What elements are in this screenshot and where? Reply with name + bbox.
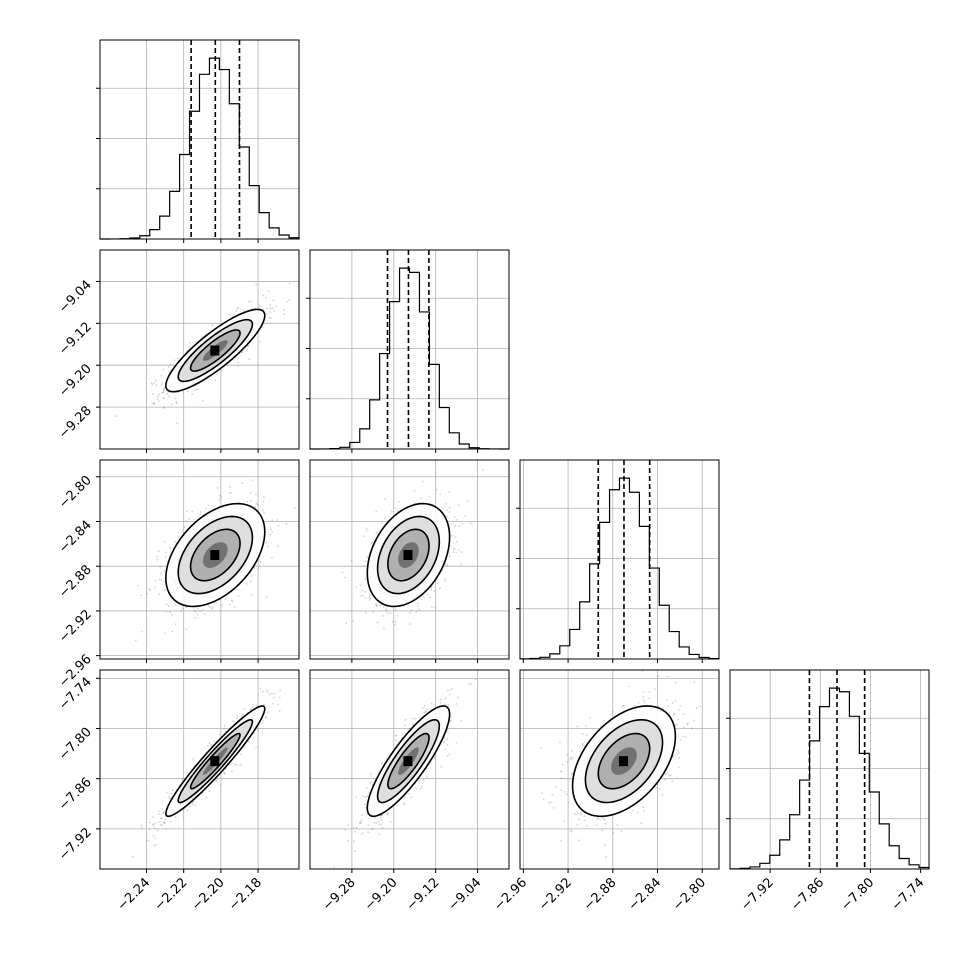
x-tick-label: −9.04 <box>446 875 485 914</box>
x-tick-label: −2.20 <box>189 875 228 914</box>
y-tick-label: −2.80 <box>56 473 95 512</box>
histogram-panel-0 <box>96 39 300 243</box>
contour-2 <box>189 329 241 372</box>
contour-2 <box>189 732 241 790</box>
panel-frame <box>99 669 300 870</box>
histogram-panel-1 <box>306 249 510 453</box>
x-tick-label: −7.74 <box>889 875 928 914</box>
panel-frame <box>309 249 510 450</box>
y-tick-label: −2.92 <box>56 607 95 646</box>
density-peak <box>403 756 413 767</box>
scatter-panel-2-0: −2.96−2.92−2.88−2.84−2.80 <box>56 459 300 691</box>
contour-2 <box>387 732 430 790</box>
x-tick-label: −7.92 <box>738 875 777 914</box>
contour-0 <box>165 308 266 393</box>
scatter-panel-3-2: −2.96 −2.92 −2.88 −2.84 −2.80 <box>491 669 720 914</box>
contour-0 <box>165 502 266 608</box>
x-tick-label: −2.22 <box>152 875 191 914</box>
panel-frame <box>309 669 510 870</box>
contour-1 <box>376 515 441 595</box>
y-tick-label: −7.86 <box>56 775 95 814</box>
x-tick-label: −2.88 <box>581 875 620 914</box>
panel-frame <box>99 249 300 450</box>
x-tick-label: −2.92 <box>536 875 575 914</box>
panel-frame <box>519 669 720 870</box>
contour-1 <box>177 718 254 804</box>
scatter-panel-2-1 <box>309 459 510 663</box>
panel-frame <box>99 39 300 240</box>
panel-frame <box>729 669 930 870</box>
x-tick-label: −9.28 <box>320 875 359 914</box>
contour-1 <box>584 718 664 804</box>
scatter-panel-3-0: −7.92−7.86−7.80−7.74−2.24−2.22−2.20−2.18 <box>56 669 300 914</box>
contour-0 <box>366 502 451 608</box>
contour-2 <box>189 528 241 582</box>
contour-0 <box>165 705 266 818</box>
contour-0 <box>366 705 451 818</box>
scatter-panel-1-0: −9.28−9.20−9.12−9.04 <box>56 249 300 453</box>
histogram-step-0 <box>99 57 300 240</box>
y-tick-label: −2.88 <box>56 562 95 601</box>
x-tick-label: −2.18 <box>226 875 265 914</box>
y-tick-label: −9.20 <box>56 361 95 400</box>
panel-frame <box>519 459 720 660</box>
histogram-step-2 <box>519 477 720 660</box>
x-tick-label: −2.24 <box>115 875 154 914</box>
y-tick-label: −7.92 <box>56 825 95 864</box>
histogram-step-1 <box>309 267 510 450</box>
density-peak <box>210 345 220 356</box>
scatter-panel-3-1: −9.28 −9.20 −9.12 −9.04 <box>309 669 510 914</box>
y-tick-label: −9.04 <box>56 278 95 317</box>
histogram-step-3 <box>729 687 930 870</box>
contour-1 <box>376 718 441 804</box>
histogram-panel-2 <box>516 459 720 663</box>
contour-0 <box>571 705 677 818</box>
x-tick-label: −2.84 <box>626 875 665 914</box>
histogram-panel-3: −7.92 −7.86 −7.80 −7.74 <box>726 669 930 914</box>
panel-frame <box>309 459 510 660</box>
x-tick-label: −7.80 <box>839 875 878 914</box>
y-tick-label: −7.80 <box>56 725 95 764</box>
density-peak <box>403 550 413 561</box>
x-tick-label: −2.80 <box>670 875 709 914</box>
x-tick-label: −9.20 <box>362 875 401 914</box>
density-peak <box>210 756 220 767</box>
density-peak <box>618 756 628 767</box>
y-tick-label: −9.28 <box>56 403 95 442</box>
y-tick-label: −9.12 <box>56 320 95 359</box>
contour-1 <box>177 318 254 383</box>
density-peak <box>210 550 220 561</box>
contour-2 <box>597 732 651 790</box>
contour-1 <box>177 515 254 595</box>
x-tick-label: −9.12 <box>404 875 443 914</box>
x-tick-label: −2.96 <box>491 875 530 914</box>
panel-frame <box>99 459 300 660</box>
contour-2 <box>387 528 430 582</box>
y-tick-label: −2.84 <box>56 518 95 557</box>
x-tick-label: −7.86 <box>788 875 827 914</box>
